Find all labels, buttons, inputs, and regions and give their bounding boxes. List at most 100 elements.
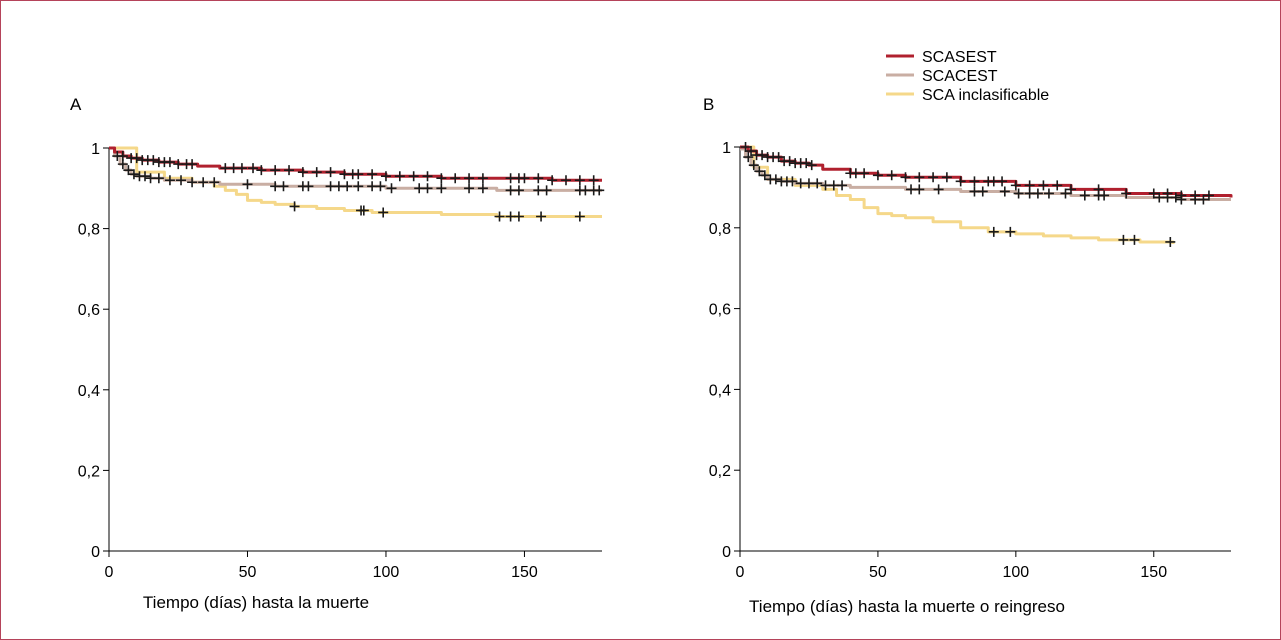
panel-b-censor-mark-scasest [928,172,939,183]
panel-b-x-tick-label: 150 [1140,564,1167,581]
panel-a-censor-marks [112,151,605,222]
panel-a-censor-mark-scasest [560,175,571,186]
panel-a-y-tick-label: 0 [91,544,100,561]
panel-a-censor-mark-scasest [547,175,558,186]
panel-a-censor-mark-scacest [242,179,253,190]
panel-a-censor-mark-scacest [140,171,151,182]
panel-a-censor-mark-scasest [477,173,488,184]
panel-a-censor-mark-scacest [422,183,433,194]
panel-a-x-tick-label: 0 [105,564,114,581]
panel-b-censor-mark-scacest [914,184,925,195]
panel-a-y-tick-label: 1 [91,141,100,158]
panel-a-curves [109,146,602,219]
panel-a-x-tick-label: 150 [511,564,538,581]
panel-b-censor-mark-scacest [1198,194,1209,205]
panel-a-axes: 0 0,2 0,4 0,6 0,8 1 0 50 100 150 [78,141,602,581]
panel-b-censor-mark-scasest [859,168,870,179]
panel-b-censor-mark-scasest [1052,180,1063,191]
panel-a-censor-mark-scasest [164,157,175,168]
panel-a-censor-mark-sca-inclasificable [378,207,389,218]
panel-b-curve-sca-inclasificable [740,145,1175,244]
panel-a-censor-mark-scasest [148,155,159,166]
panel-b-censor-mark-scasest [1038,180,1049,191]
panel-a-censor-mark-scasest [408,171,419,182]
panel-a-censor-mark-scacest [176,175,187,186]
panel-b-x-tick-label: 50 [869,564,887,581]
panel-a-censor-mark-scasest [422,171,433,182]
panel-b-y-tick-label: 0,2 [709,463,731,480]
panel-b-censor-mark-scasest [746,146,757,157]
panel-b-censor-mark-scasest [872,170,883,181]
panel-b-censor-mark-scacest [1060,188,1071,199]
panel-a-censor-mark-sca-inclasificable [513,211,524,222]
panel-b-y-tick-label: 1 [722,140,731,157]
panel-a-censor-mark-scasest [325,167,336,178]
panel-b-censor-mark-scacest [1043,188,1054,199]
panel-b-curve-scacest [740,147,1231,202]
panel-a-curve-sca-inclasificable [109,146,602,219]
panel-a-censor-mark-sca-inclasificable [289,201,300,212]
legend-label-sca-inclasificable: SCA inclasificable [922,87,1049,104]
panel-b-censor-mark-scasest [900,172,911,183]
panel-b-x-tick-label: 0 [736,564,745,581]
panel-a-censor-mark-scasest [588,175,599,186]
panel-b-censor-mark-scasest [969,176,980,187]
panel-a-censor-mark-scasest [248,163,259,174]
panel-a-censor-mark-scacest [123,165,134,176]
panel-b-censor-mark-scasest [757,150,768,161]
panel-b-censor-mark-scasest [1148,188,1159,199]
panel-b-curve-scasest [740,145,1233,198]
panel-a-censor-mark-scacest [303,181,314,192]
panel-b: B 0 0,2 0,4 0,6 0,8 1 0 50 100 150 Tiempo (días) … [703,95,1233,616]
panel-b-censor-mark-scacest [1176,194,1187,205]
panel-b-censor-mark-scasest [773,152,784,163]
panel-a-censor-mark-scacest [436,183,447,194]
panel-b-censor-mark-scasest [914,172,925,183]
panel-a-censor-mark-scasest [131,153,142,164]
panel-a-x-axis-label: Tiempo (días) hasta la muerte [143,593,369,612]
panel-a-censor-mark-scasest [284,165,295,176]
panel-b-censor-mark-scasest [801,158,812,169]
panel-a-censor-mark-scasest [574,175,585,186]
panel-a-censor-mark-scacest [477,183,488,194]
panel-b-censor-mark-scacest [743,152,754,163]
panel-label-a: A [70,95,82,114]
panel-a-x-tick-label: 50 [239,564,257,581]
panel-a-censor-mark-scacest [128,169,139,180]
panel-b-censor-mark-scacest [759,170,770,181]
panel-b-censor-mark-scasest [1203,190,1214,201]
panel-b-y-tick-label: 0 [722,544,731,561]
panel-b-axes: 0 0,2 0,4 0,6 0,8 1 0 50 100 150 [709,140,1231,581]
panel-b-censor-mark-scacest [748,160,759,171]
panel-a-censor-mark-scasest [380,171,391,182]
panel-b-censor-mark-scasest [886,170,897,181]
panel-b-censor-mark-scacest [933,184,944,195]
panel-b-censor-mark-scacest [812,178,823,189]
panel-a-censor-mark-sca-inclasificable [574,211,585,222]
panel-a-censor-mark-sca-inclasificable [358,205,369,216]
panel-b-censor-mark-scacest [787,176,798,187]
panel-a-censor-mark-scasest [297,167,308,178]
panel-b-censor-mark-scasest [1066,184,1077,195]
panel-b-censor-mark-scacest [1013,188,1024,199]
panel-b-censor-mark-scasest [806,160,817,171]
panel-a-censor-mark-scacest [278,181,289,192]
panel-a-censor-mark-scacest [112,151,123,162]
panel-a-censor-mark-scacest [198,177,209,188]
panel-b-censor-mark-scacest [770,174,781,185]
panel-label-b: B [703,95,714,114]
panel-b-censor-mark-scasest [740,142,751,152]
panel-b-censor-mark-scasest [941,172,952,183]
panel-b-censor-mark-scacest [977,186,988,197]
legend-label-scasest: SCASEST [922,49,997,66]
panel-a-censor-mark-scacest [209,177,220,188]
legend-label-scacest: SCACEST [922,68,998,85]
panel-b-censor-mark-scasest [955,176,966,187]
panel-a-censor-mark-scacest [353,181,364,192]
panel-a-y-tick-label: 0,6 [78,302,100,319]
panel-a-censor-mark-scacest [117,159,128,170]
panel-a-censor-mark-scasest [519,173,530,184]
panel-a-censor-mark-scasest [187,159,198,170]
panel-a-censor-mark-scasest [256,165,267,176]
